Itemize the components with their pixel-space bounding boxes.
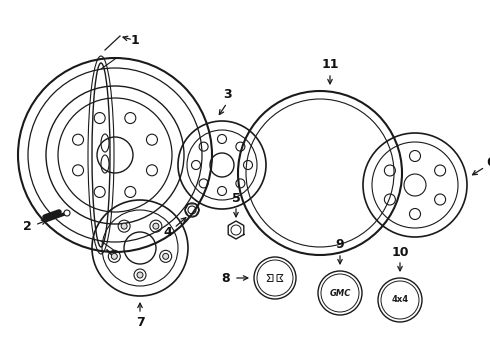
Text: 1: 1: [131, 33, 139, 46]
Circle shape: [137, 272, 143, 278]
Text: 2: 2: [23, 220, 31, 234]
Text: 4x4: 4x4: [392, 296, 409, 305]
Circle shape: [64, 210, 70, 216]
Text: 9: 9: [336, 238, 344, 252]
Text: 11: 11: [321, 58, 339, 72]
Text: 4: 4: [164, 225, 172, 238]
Text: 6: 6: [487, 157, 490, 170]
Text: 5: 5: [232, 192, 241, 204]
Text: GMC: GMC: [329, 288, 351, 297]
Text: 7: 7: [136, 315, 145, 328]
Text: 3: 3: [222, 89, 231, 102]
Text: 10: 10: [391, 246, 409, 258]
Circle shape: [163, 253, 169, 259]
Circle shape: [153, 223, 159, 229]
Text: 8: 8: [221, 271, 230, 284]
Circle shape: [111, 253, 117, 259]
Circle shape: [121, 223, 127, 229]
